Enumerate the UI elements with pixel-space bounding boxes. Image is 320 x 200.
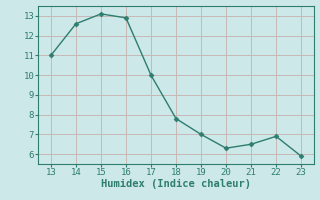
X-axis label: Humidex (Indice chaleur): Humidex (Indice chaleur)	[101, 179, 251, 189]
